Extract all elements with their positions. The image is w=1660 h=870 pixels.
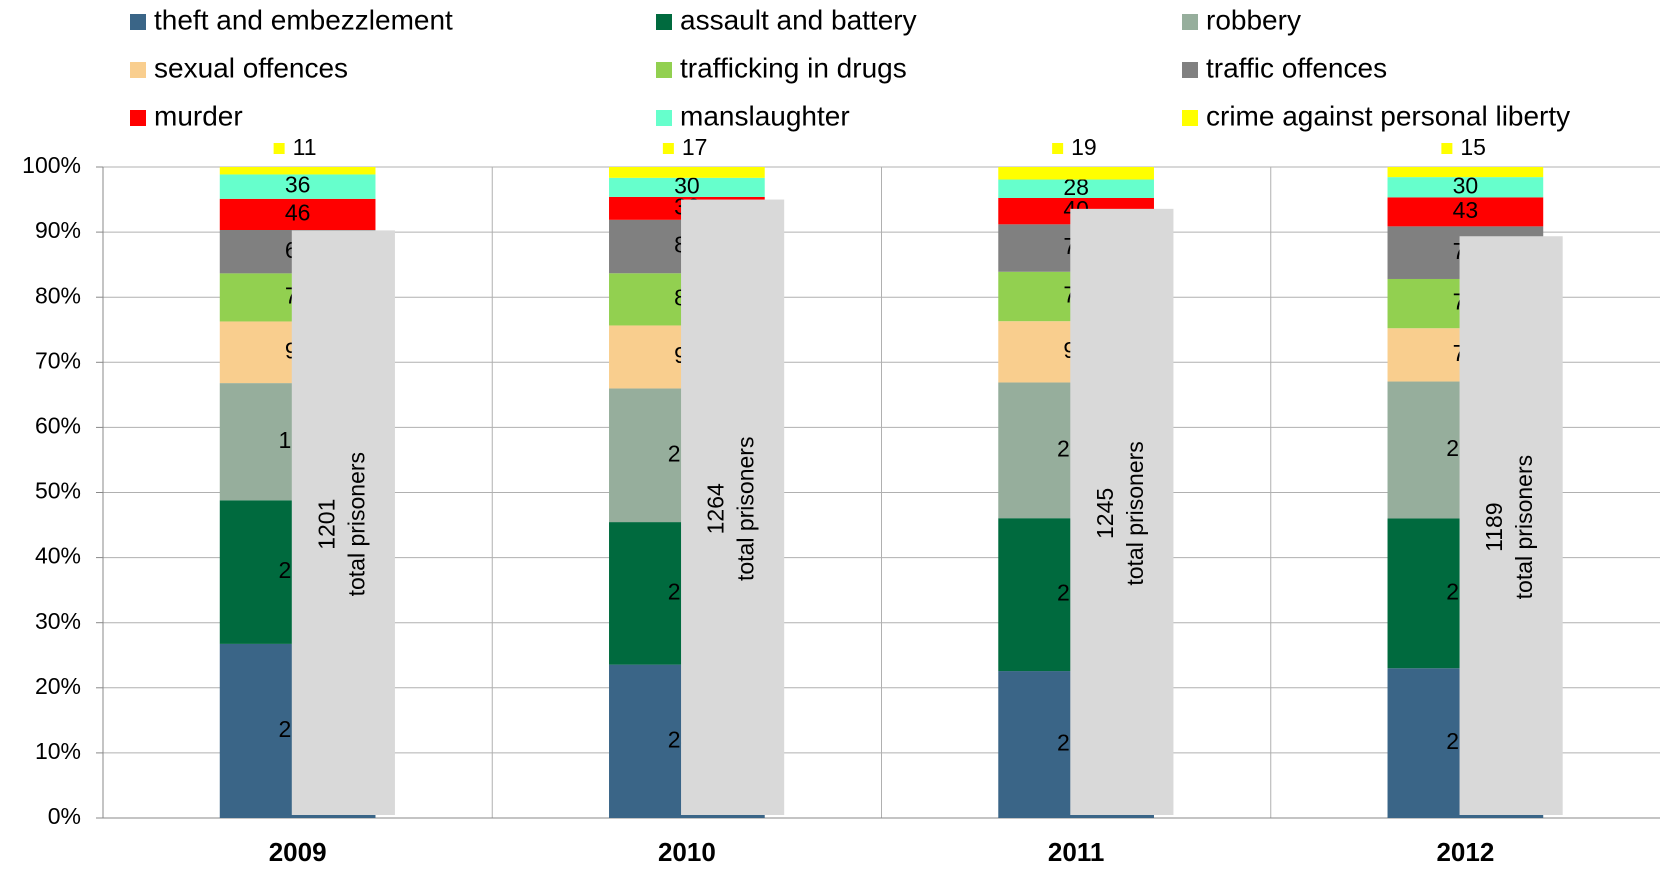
legend-swatch (656, 110, 672, 126)
legend-swatch (1182, 62, 1198, 78)
value-label: 17 (682, 134, 708, 160)
x-tick-label: 2010 (658, 837, 716, 867)
value-label: 46 (285, 199, 311, 225)
value-label: 11 (293, 134, 317, 160)
legend-label: robbery (1206, 4, 1301, 35)
x-tick-label: 2009 (269, 837, 327, 867)
legend-label: theft and embezzlement (154, 4, 453, 35)
legend-swatch (656, 14, 672, 30)
legend-label: manslaughter (680, 100, 850, 131)
bar-segment (1387, 197, 1544, 227)
legend-label: traffic offences (1206, 52, 1387, 83)
bar-segment (998, 167, 1154, 180)
total-bar (291, 230, 395, 816)
legend-swatch (656, 62, 672, 78)
total-value: 1264 (703, 483, 729, 534)
total-bar (681, 199, 785, 816)
label-key (1052, 143, 1064, 154)
label-key (273, 143, 285, 154)
legend-swatch (130, 14, 146, 30)
y-tick-label: 30% (35, 608, 81, 634)
total-value: 1189 (1481, 502, 1507, 551)
total-label: total prisoners (1122, 441, 1148, 585)
legend-label: crime against personal liberty (1206, 100, 1570, 131)
x-tick-label: 2012 (1436, 837, 1494, 867)
legend-swatch (1182, 110, 1198, 126)
bar-segment (609, 177, 765, 197)
total-bar (1070, 208, 1174, 816)
legend-label: assault and battery (680, 4, 917, 35)
y-tick-label: 100% (22, 152, 81, 178)
bar-segment (219, 174, 376, 199)
label-key (1441, 143, 1453, 154)
legend-label: trafficking in drugs (680, 52, 907, 83)
y-tick-label: 60% (35, 412, 81, 438)
legend-swatch (130, 62, 146, 78)
y-tick-label: 80% (35, 282, 81, 308)
y-tick-label: 0% (48, 803, 81, 829)
y-tick-label: 70% (35, 347, 81, 373)
bar-segment (219, 198, 376, 230)
y-tick-label: 50% (35, 478, 81, 504)
total-label: total prisoners (1511, 455, 1537, 599)
total-bar (1459, 236, 1563, 816)
legend: theft and embezzlement assault and batter… (130, 4, 1570, 131)
value-label: 19 (1071, 134, 1097, 160)
x-tick-label: 2011 (1048, 837, 1104, 867)
total-value: 1245 (1092, 488, 1118, 539)
bar-segment (609, 167, 765, 178)
value-label: 36 (285, 172, 311, 198)
bar-segment (998, 179, 1154, 198)
legend-label: murder (154, 100, 243, 131)
legend-swatch (130, 110, 146, 126)
total-value: 1201 (313, 499, 339, 550)
total-label: total prisoners (343, 452, 369, 596)
y-tick-label: 90% (35, 217, 81, 243)
value-label: 15 (1460, 134, 1486, 160)
y-tick-label: 40% (35, 543, 81, 569)
label-key (662, 143, 674, 154)
legend-swatch (1182, 14, 1198, 30)
total-label: total prisoners (733, 437, 759, 581)
bar-segment (1387, 177, 1544, 198)
bar-segment (219, 167, 376, 175)
y-tick-label: 10% (35, 738, 81, 764)
y-tick-label: 20% (35, 673, 81, 699)
value-label: 43 (1453, 197, 1479, 223)
bar-segment (1387, 167, 1544, 178)
legend-label: sexual offences (154, 52, 348, 83)
